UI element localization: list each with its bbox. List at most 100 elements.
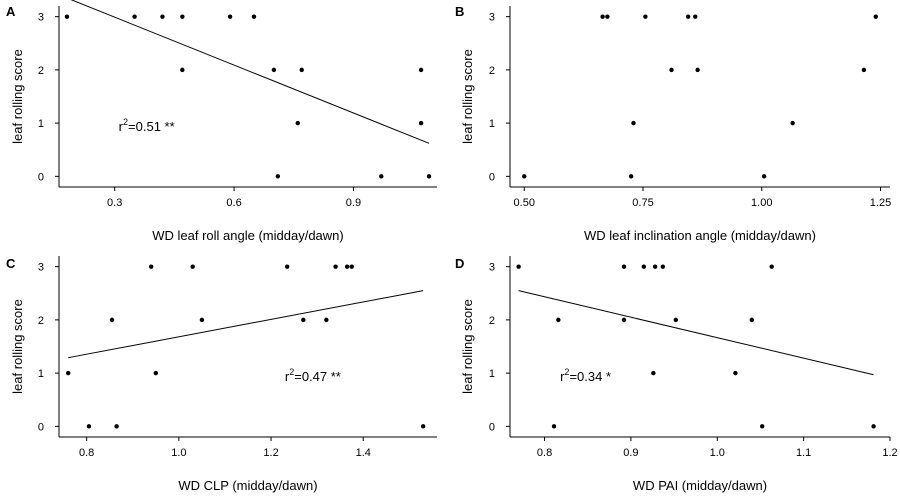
x-tick-label: 1.0 <box>710 447 725 459</box>
y-tick-label: 0 <box>489 421 495 433</box>
y-axis-label: leaf rolling score <box>460 49 475 144</box>
r-squared-label: r2=0.51 ** <box>119 117 175 134</box>
chart-panel-b: B 0 1 2 3 0.50 0.75 1.00 1.25 WD leaf inclination… <box>455 4 891 243</box>
data-point <box>344 264 350 269</box>
data-point <box>180 67 185 73</box>
data-point <box>148 264 154 269</box>
data-point <box>600 14 605 19</box>
data-point <box>605 14 610 19</box>
data-point <box>109 317 115 323</box>
data-point <box>271 67 277 73</box>
data-point <box>190 264 195 269</box>
y-tick-label: 1 <box>489 368 495 380</box>
data-point <box>759 424 765 429</box>
y-tick-label: 2 <box>38 315 44 327</box>
x-tick-label: 0.9 <box>623 447 638 459</box>
data-point <box>861 67 867 73</box>
r-squared-label: r2=0.47 ** <box>285 367 341 384</box>
data-point <box>299 67 304 73</box>
data-point <box>660 264 666 269</box>
data-point <box>621 317 627 323</box>
data-point <box>180 14 185 19</box>
data-point <box>631 120 636 126</box>
x-axis-label: WD leaf roll angle (midday/dawn) <box>152 228 343 243</box>
y-tick-label: 3 <box>489 262 495 274</box>
data-point <box>769 264 774 269</box>
data-point <box>160 14 165 19</box>
data-point <box>153 370 159 376</box>
data-point <box>790 120 795 126</box>
data-point <box>733 370 738 376</box>
data-point <box>628 174 634 179</box>
x-tick-label: 1.2 <box>882 447 897 459</box>
regression-line <box>518 290 874 376</box>
panel-letter: A <box>6 4 16 19</box>
y-tick-label: 2 <box>38 65 44 77</box>
x-tick-label: 1.0 <box>171 447 186 459</box>
data-point <box>66 370 71 376</box>
data-point <box>695 67 700 73</box>
y-tick-label: 3 <box>38 262 44 274</box>
r-squared-label: r2=0.34 * <box>560 367 611 384</box>
x-tick-label: 1.00 <box>751 197 772 209</box>
x-tick-label: 1.25 <box>870 197 891 209</box>
y-tick-label: 2 <box>489 65 495 77</box>
x-tick-label: 1.1 <box>796 447 811 459</box>
data-point <box>749 317 755 323</box>
regression-line <box>68 290 424 359</box>
data-point <box>522 174 527 179</box>
x-axis-label: WD CLP (midday/dawn) <box>178 478 317 493</box>
data-point <box>418 67 424 73</box>
data-point <box>349 264 354 269</box>
data-point <box>324 317 329 323</box>
data-point <box>251 14 257 19</box>
x-tick-label: 0.6 <box>226 197 241 209</box>
data-point <box>426 174 432 179</box>
y-tick-label: 1 <box>489 118 495 130</box>
y-tick-label: 1 <box>38 368 44 380</box>
data-point <box>693 14 698 19</box>
data-point <box>420 424 426 429</box>
x-axis-label: WD PAI (midday/dawn) <box>633 478 767 493</box>
data-point <box>227 14 233 19</box>
data-point <box>651 370 656 376</box>
x-tick-label: 0.75 <box>632 197 653 209</box>
data-point <box>284 264 290 269</box>
y-tick-label: 3 <box>38 12 44 24</box>
data-point <box>301 317 306 323</box>
data-point <box>132 14 137 19</box>
data-point <box>685 14 691 19</box>
data-point <box>873 14 878 19</box>
y-axis-label: leaf rolling score <box>10 299 25 394</box>
x-tick-label: 0.8 <box>79 447 94 459</box>
y-tick-label: 1 <box>38 118 44 130</box>
data-point <box>379 174 384 179</box>
data-point <box>199 317 205 323</box>
data-point <box>86 424 92 429</box>
x-tick-label: 1.2 <box>263 447 278 459</box>
y-tick-label: 3 <box>489 12 495 24</box>
data-point <box>652 264 658 269</box>
data-point <box>673 317 679 323</box>
x-tick-label: 1.4 <box>356 447 371 459</box>
data-point <box>64 14 70 19</box>
x-tick-label: 0.8 <box>537 447 552 459</box>
chart-panel-a: A 0 1 2 3 0.3 0.6 0.9 WD leaf roll angle (midday… <box>6 0 437 243</box>
data-point <box>871 424 876 429</box>
data-point <box>333 264 338 269</box>
y-tick-label: 2 <box>489 315 495 327</box>
data-point <box>643 14 648 19</box>
data-point <box>641 264 647 269</box>
data-point <box>295 120 300 126</box>
data-point <box>621 264 627 269</box>
x-tick-label: 0.3 <box>107 197 122 209</box>
panel-letter: C <box>6 256 16 271</box>
data-point <box>669 67 674 73</box>
panel-letter: D <box>455 256 464 271</box>
x-tick-label: 0.50 <box>514 197 535 209</box>
chart-panel-d: D 0 1 2 3 0.8 0.9 1.0 1.1 1.2 WD PAI (midday/dawn)… <box>455 256 898 493</box>
x-tick-label: 0.9 <box>346 197 361 209</box>
data-point <box>114 424 119 429</box>
chart-panel-c: C 0 1 2 3 0.8 1.0 1.2 1.4 WD CLP (midday/dawn) lea… <box>6 256 437 493</box>
